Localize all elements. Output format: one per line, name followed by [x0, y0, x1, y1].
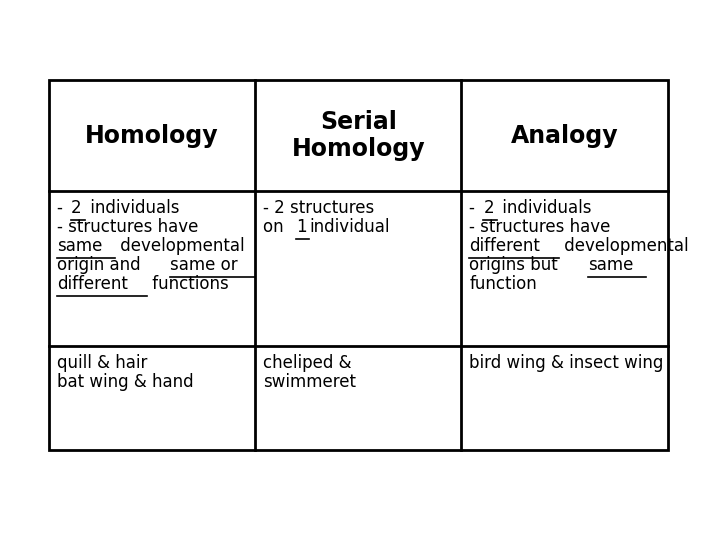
Text: Serial
Homology: Serial Homology	[292, 110, 425, 161]
Text: -: -	[469, 199, 480, 217]
Text: individuals: individuals	[84, 199, 179, 217]
Text: different: different	[469, 237, 540, 255]
Text: swimmeret: swimmeret	[263, 373, 356, 392]
Text: individuals: individuals	[497, 199, 591, 217]
Text: same: same	[588, 256, 634, 274]
Text: 2: 2	[483, 199, 494, 217]
Text: - structures have: - structures have	[57, 218, 198, 236]
Text: bird wing & insect wing: bird wing & insect wing	[469, 354, 664, 373]
Text: Homology: Homology	[86, 124, 219, 147]
Text: cheliped &: cheliped &	[263, 354, 351, 373]
Text: same or: same or	[170, 256, 238, 274]
Text: -: -	[57, 199, 68, 217]
Text: quill & hair: quill & hair	[57, 354, 148, 373]
Text: - structures have: - structures have	[469, 218, 611, 236]
Text: origins but: origins but	[469, 256, 563, 274]
Text: bat wing & hand: bat wing & hand	[57, 373, 194, 392]
Text: individual: individual	[310, 218, 390, 236]
Text: on: on	[263, 218, 289, 236]
Text: different: different	[57, 275, 128, 293]
Bar	[49, 80, 668, 450]
Text: 1: 1	[296, 218, 307, 236]
Text: developmental: developmental	[559, 237, 688, 255]
Text: developmental: developmental	[114, 237, 244, 255]
Text: Analogy: Analogy	[511, 124, 618, 147]
Text: same: same	[57, 237, 102, 255]
Text: function: function	[469, 275, 537, 293]
Text: 2: 2	[71, 199, 81, 217]
Text: functions: functions	[147, 275, 228, 293]
Text: origin and: origin and	[57, 256, 146, 274]
Text: - 2 structures: - 2 structures	[263, 199, 374, 217]
